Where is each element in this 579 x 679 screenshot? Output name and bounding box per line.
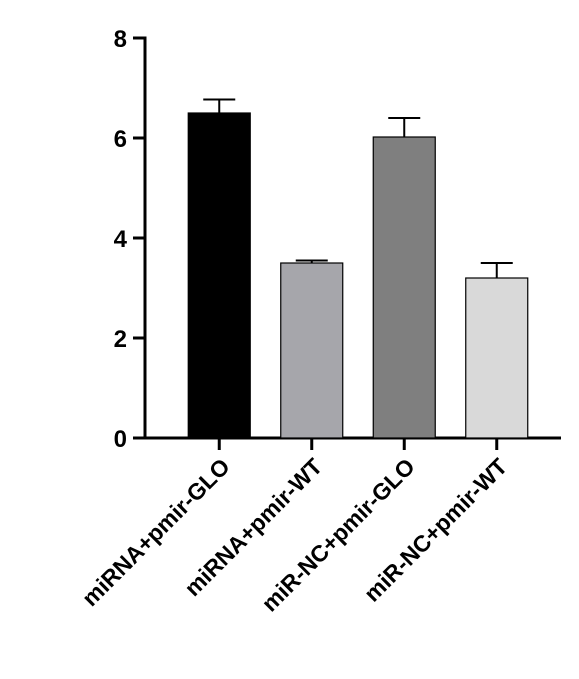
error-bars — [203, 98, 513, 278]
x-category-label: miR-NC+pmir-GLO — [256, 453, 419, 616]
bar — [372, 136, 436, 439]
bars — [187, 112, 529, 439]
bar — [465, 277, 529, 439]
y-tick-label: 2 — [114, 326, 127, 353]
y-tick-label: 0 — [114, 426, 127, 453]
y-tick-label: 6 — [114, 126, 127, 153]
bar — [187, 112, 251, 439]
bar — [280, 262, 344, 439]
y-tick-label: 8 — [114, 26, 127, 53]
y-tick-label: 4 — [114, 226, 128, 253]
